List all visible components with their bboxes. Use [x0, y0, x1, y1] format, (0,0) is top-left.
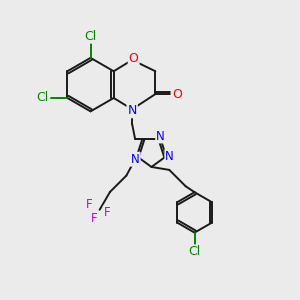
- Text: F: F: [91, 212, 98, 225]
- Text: F: F: [104, 206, 110, 219]
- Text: Cl: Cl: [84, 30, 97, 43]
- Text: N: N: [165, 150, 174, 163]
- Text: N: N: [128, 104, 137, 117]
- Text: O: O: [172, 88, 182, 100]
- Text: Cl: Cl: [188, 245, 201, 258]
- Text: F: F: [86, 198, 92, 211]
- Text: N: N: [131, 153, 140, 166]
- Text: Cl: Cl: [37, 92, 49, 104]
- Text: O: O: [129, 52, 139, 65]
- Text: N: N: [156, 130, 165, 142]
